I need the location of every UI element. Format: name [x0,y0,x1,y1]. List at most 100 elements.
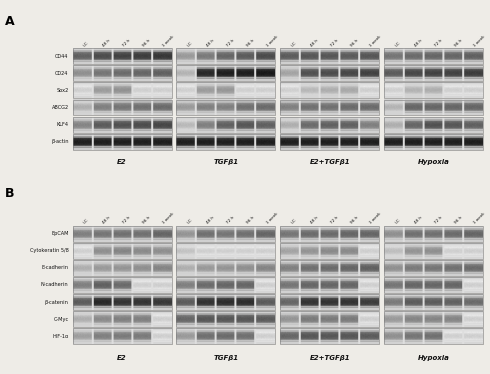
Text: C-Myc: C-Myc [53,317,69,322]
Text: UC: UC [186,218,193,225]
Text: CD44: CD44 [55,54,69,59]
Text: E2: E2 [117,355,127,362]
Bar [176,311,275,327]
Bar [176,243,275,259]
Text: KLF4: KLF4 [57,122,69,127]
Bar [280,99,379,116]
Bar [384,311,483,327]
Text: 96 h: 96 h [349,38,359,47]
Text: 72 h: 72 h [226,38,235,47]
Text: E2+TGFβ1: E2+TGFβ1 [310,159,350,165]
Bar [280,226,379,242]
Text: UC: UC [394,218,401,225]
Text: UC: UC [290,40,297,47]
Bar [73,328,172,344]
Bar [384,260,483,276]
Text: 48 h: 48 h [414,216,423,225]
Text: N-cadherin: N-cadherin [41,282,69,288]
Text: 96 h: 96 h [453,38,463,47]
Text: Sox2: Sox2 [56,88,69,93]
Text: 1 week: 1 week [162,34,174,47]
Bar [280,134,379,150]
Bar [280,294,379,310]
Bar [176,134,275,150]
Text: 96 h: 96 h [245,215,255,225]
Bar [280,311,379,327]
Text: β-catenin: β-catenin [45,300,69,304]
Text: HIF-1α: HIF-1α [52,334,69,339]
Text: 1 week: 1 week [266,212,278,225]
Bar [384,48,483,64]
Text: 48 h: 48 h [102,38,111,47]
Bar [384,134,483,150]
Bar [73,294,172,310]
Bar [176,226,275,242]
Bar [73,226,172,242]
Bar [73,311,172,327]
Bar [280,277,379,293]
Bar [384,117,483,132]
Bar [384,328,483,344]
Text: 48 h: 48 h [206,216,215,225]
Text: 72 h: 72 h [122,215,131,225]
Bar [384,243,483,259]
Text: 48 h: 48 h [310,38,319,47]
Text: UC: UC [82,218,89,225]
Text: UC: UC [290,218,297,225]
Bar [176,48,275,64]
Text: 1 week: 1 week [473,212,486,225]
Bar [176,99,275,116]
Bar [176,260,275,276]
Bar [73,99,172,116]
Bar [176,65,275,81]
Text: 48 h: 48 h [310,216,319,225]
Text: 96 h: 96 h [142,215,151,225]
Text: β-actin: β-actin [51,139,69,144]
Text: Hypoxia: Hypoxia [417,355,450,362]
Text: UC: UC [82,40,89,47]
Bar [176,277,275,293]
Bar [73,65,172,81]
Text: ABCG2: ABCG2 [51,105,69,110]
Text: 72 h: 72 h [226,215,235,225]
Text: B: B [5,187,14,200]
Bar [384,294,483,310]
Text: A: A [5,15,15,28]
Bar [280,65,379,81]
Bar [73,260,172,276]
Bar [73,134,172,150]
Text: TGFβ1: TGFβ1 [213,355,239,362]
Text: 1 week: 1 week [369,34,382,47]
Bar [280,117,379,132]
Text: E2+TGFβ1: E2+TGFβ1 [310,355,350,362]
Bar [176,328,275,344]
Bar [280,260,379,276]
Text: 72 h: 72 h [330,215,339,225]
Text: 48 h: 48 h [102,216,111,225]
Bar [176,117,275,132]
Bar [280,82,379,98]
Text: 96 h: 96 h [245,38,255,47]
Text: 1 week: 1 week [473,34,486,47]
Text: 72 h: 72 h [434,38,443,47]
Text: Cytokeratin 5/8: Cytokeratin 5/8 [30,248,69,253]
Text: EpCAM: EpCAM [51,231,69,236]
Text: E-cadherin: E-cadherin [42,266,69,270]
Text: 1 week: 1 week [162,212,174,225]
Text: 96 h: 96 h [142,38,151,47]
Text: 72 h: 72 h [330,38,339,47]
Text: UC: UC [394,40,401,47]
Bar [73,48,172,64]
Bar [384,277,483,293]
Bar [384,65,483,81]
Bar [176,82,275,98]
Bar [280,48,379,64]
Bar [384,226,483,242]
Bar [280,243,379,259]
Text: 48 h: 48 h [206,38,215,47]
Bar [384,82,483,98]
Text: 72 h: 72 h [434,215,443,225]
Bar [73,117,172,132]
Text: TGFβ1: TGFβ1 [213,159,239,165]
Text: UC: UC [186,40,193,47]
